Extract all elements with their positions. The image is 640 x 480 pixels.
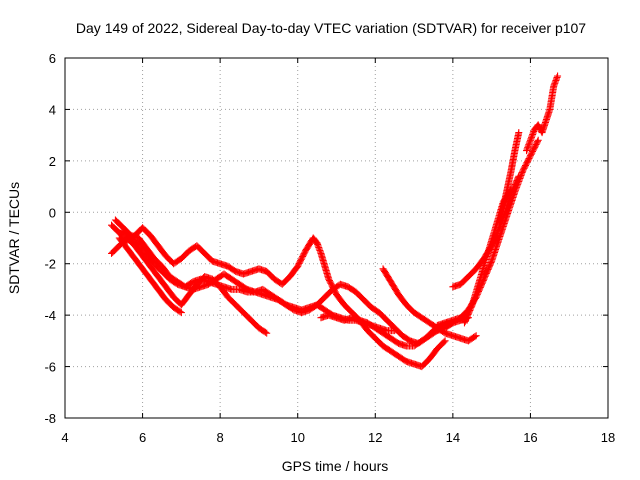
- grid-lines: [65, 58, 608, 418]
- x-axis-label: GPS time / hours: [282, 458, 389, 474]
- data-point: [315, 244, 323, 252]
- data-point: [551, 79, 559, 87]
- data-point: [315, 245, 323, 253]
- y-tick-label: 2: [49, 154, 56, 169]
- data-point: [550, 82, 558, 90]
- data-point: [518, 170, 526, 178]
- series-track-14: [523, 72, 562, 155]
- data-point: [523, 147, 531, 155]
- data-point: [314, 242, 322, 250]
- series-track-9: [379, 265, 480, 345]
- series-track-11: [433, 136, 542, 329]
- data-point: [516, 174, 524, 182]
- data-point: [176, 308, 184, 316]
- data-point: [529, 129, 537, 137]
- data-point: [529, 130, 537, 138]
- data-markers: [108, 72, 562, 371]
- data-point: [523, 145, 531, 153]
- x-tick-label: 8: [217, 430, 224, 445]
- data-point: [552, 76, 560, 84]
- y-tick-label: 0: [49, 205, 56, 220]
- x-tick-label: 4: [61, 430, 68, 445]
- data-point: [471, 333, 479, 341]
- data-point: [533, 138, 541, 146]
- series-track-13: [495, 129, 523, 227]
- data-point: [514, 180, 522, 188]
- data-point: [515, 129, 523, 137]
- data-point: [550, 81, 558, 89]
- series-track-12: [460, 185, 515, 327]
- data-point: [524, 144, 532, 152]
- x-tick-label: 16: [523, 430, 537, 445]
- data-point: [552, 75, 560, 83]
- series-track-6: [119, 226, 399, 335]
- data-point: [515, 177, 523, 185]
- data-point: [526, 138, 534, 146]
- data-point: [313, 239, 321, 247]
- data-point: [527, 135, 535, 143]
- axis-ticks: 4 6 8 10 12 14 16 18 -8 -6 -4 -2 0 2 4 6: [44, 51, 615, 445]
- data-point: [314, 241, 322, 249]
- y-tick-label: 6: [49, 51, 56, 66]
- data-point: [391, 327, 399, 335]
- data-point: [524, 142, 532, 150]
- data-point: [551, 78, 559, 86]
- data-point: [513, 182, 521, 190]
- data-point: [263, 329, 271, 337]
- plot-frame: [64, 57, 609, 419]
- data-point: [515, 176, 523, 184]
- data-point: [517, 172, 525, 180]
- data-point: [472, 332, 480, 340]
- data-point: [468, 302, 476, 310]
- x-tick-label: 14: [446, 430, 460, 445]
- data-point: [316, 248, 324, 256]
- x-tick-label: 18: [601, 430, 615, 445]
- y-tick-label: -4: [44, 308, 56, 323]
- data-point: [316, 246, 324, 254]
- data-point: [514, 179, 522, 187]
- data-point: [525, 141, 533, 149]
- data-point: [441, 337, 449, 345]
- data-point: [528, 133, 536, 141]
- data-point: [534, 136, 542, 144]
- x-tick-label: 12: [368, 430, 382, 445]
- data-point: [177, 309, 185, 317]
- series-track-7: [115, 234, 185, 317]
- data-point: [525, 139, 533, 147]
- x-tick-label: 10: [290, 430, 304, 445]
- data-point: [440, 338, 448, 346]
- x-tick-label: 6: [139, 430, 146, 445]
- data-point: [526, 136, 534, 144]
- data-point: [553, 73, 561, 81]
- data-point: [554, 72, 562, 80]
- chart-title: Day 149 of 2022, Sidereal Day-to-day VTE…: [76, 20, 586, 36]
- data-point: [516, 173, 524, 181]
- series-track-2: [313, 239, 449, 371]
- y-tick-label: -8: [44, 411, 56, 426]
- data-point: [513, 183, 521, 191]
- y-tick-label: -2: [44, 257, 56, 272]
- y-tick-label: -6: [44, 360, 56, 375]
- y-axis-label: SDTVAR / TECUs: [6, 182, 22, 294]
- y-tick-label: 4: [49, 102, 56, 117]
- data-point: [528, 132, 536, 140]
- series-track-1: [108, 221, 321, 288]
- data-point: [261, 328, 269, 336]
